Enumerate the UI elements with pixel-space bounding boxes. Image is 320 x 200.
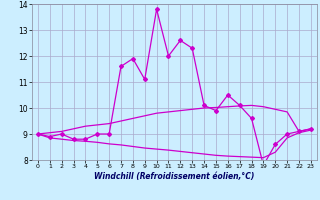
X-axis label: Windchill (Refroidissement éolien,°C): Windchill (Refroidissement éolien,°C) bbox=[94, 172, 255, 181]
